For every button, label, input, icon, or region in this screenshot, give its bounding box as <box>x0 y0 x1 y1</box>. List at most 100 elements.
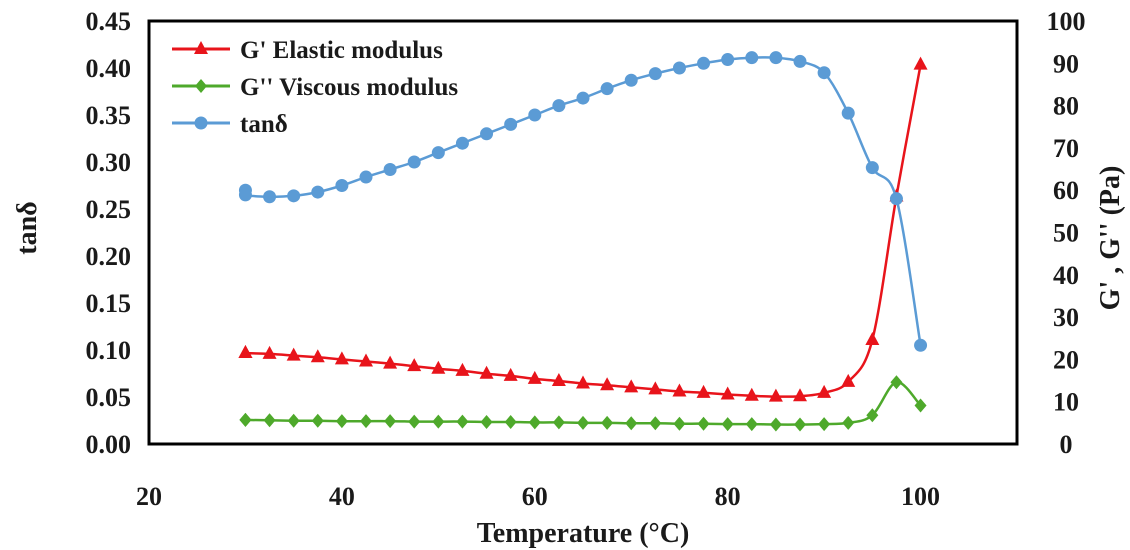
diamond-marker <box>697 416 710 431</box>
diamond-marker <box>818 417 831 432</box>
triangle-marker <box>648 381 663 395</box>
diamond-marker <box>866 408 879 423</box>
x-tick-labels: 20 40 60 80 100 <box>136 482 940 511</box>
circle-marker <box>697 56 711 70</box>
right-y-tick-label: 60 <box>1053 176 1079 205</box>
triangle-marker <box>359 353 373 367</box>
triangle-marker <box>817 384 832 398</box>
circle-marker <box>528 108 542 122</box>
circle-marker <box>480 127 494 141</box>
series-diamond <box>239 375 927 432</box>
triangle-marker <box>310 349 325 363</box>
triangle-marker <box>262 345 277 359</box>
x-tick-label: 80 <box>715 482 741 511</box>
right-y-tick-label: 50 <box>1053 219 1079 248</box>
circle-marker <box>745 51 759 65</box>
diamond-marker <box>287 413 300 428</box>
triangle-marker <box>286 347 301 361</box>
triangle-marker <box>527 370 542 384</box>
left-y-axis-title: tanδ <box>12 201 43 254</box>
legend-label: G' Elastic modulus <box>240 37 443 64</box>
triangle-marker <box>720 386 735 400</box>
x-tick-label: 40 <box>329 482 355 511</box>
triangle-marker <box>768 388 783 402</box>
diamond-marker <box>195 79 207 93</box>
right-y-tick-label: 70 <box>1053 134 1079 163</box>
right-y-tick-label: 10 <box>1053 388 1079 417</box>
left-y-tick-label: 0.35 <box>86 101 132 130</box>
triangle-marker <box>334 351 349 365</box>
circle-marker <box>552 99 566 113</box>
legend-label: tanδ <box>240 111 288 138</box>
right-y-tick-label: 20 <box>1053 345 1079 374</box>
diamond-marker <box>745 417 758 432</box>
legend-label: G'' Viscous modulus <box>240 74 458 101</box>
right-y-tick-label: 90 <box>1053 49 1079 78</box>
circle-marker <box>914 338 928 352</box>
circle-marker <box>194 116 208 130</box>
right-y-tick-label: 100 <box>1047 7 1086 36</box>
diamond-marker <box>528 415 541 430</box>
series-circle <box>238 51 928 352</box>
x-axis-title: Temperature (°C) <box>477 518 690 549</box>
circle-marker <box>889 192 903 206</box>
triangle-marker <box>431 360 446 374</box>
circle-marker <box>648 67 662 81</box>
circle-marker <box>624 73 638 87</box>
right-y-tick-label: 80 <box>1053 92 1079 121</box>
triangle-marker <box>455 362 470 376</box>
diamond-marker <box>311 413 324 428</box>
left-y-tick-label: 0.20 <box>86 242 132 271</box>
plot-area-frame <box>147 19 1019 446</box>
triangle-marker <box>672 383 687 397</box>
triangle-marker <box>624 379 639 393</box>
x-tick-label: 20 <box>136 482 162 511</box>
circle-marker <box>383 163 397 177</box>
triangle-marker <box>194 41 208 54</box>
right-y-tick-label: 40 <box>1053 261 1079 290</box>
diamond-marker <box>721 417 734 432</box>
diamond-marker <box>890 375 903 390</box>
diamond-marker <box>408 414 421 429</box>
diamond-marker <box>480 415 493 430</box>
circle-marker <box>335 179 349 192</box>
diamond-marker <box>577 415 589 430</box>
diamond-marker <box>769 417 782 432</box>
circle-marker <box>238 188 252 202</box>
diamond-marker <box>360 414 372 429</box>
diamond-marker <box>552 415 565 430</box>
legend: G' Elastic modulus G'' Viscous modulus tan… <box>172 37 458 138</box>
left-y-tick-label: 0.40 <box>86 54 132 83</box>
circle-marker <box>359 170 373 184</box>
diamond-marker <box>456 414 469 429</box>
left-y-tick-label: 0.45 <box>86 7 132 36</box>
triangle-marker <box>551 372 566 386</box>
x-tick-label: 100 <box>901 482 940 511</box>
series-triangle <box>238 56 928 402</box>
x-tick-label: 60 <box>522 482 548 511</box>
triangle-marker <box>600 377 615 391</box>
circle-marker <box>793 54 807 68</box>
left-y-tick-label: 0.00 <box>86 430 132 459</box>
diamond-marker <box>601 415 614 430</box>
left-y-tick-label: 0.10 <box>86 336 132 365</box>
left-y-tick-label: 0.15 <box>86 289 132 318</box>
diamond-marker <box>794 417 806 432</box>
circle-marker <box>576 91 590 105</box>
circle-marker <box>600 82 614 96</box>
circle-marker <box>287 189 301 203</box>
triangle-marker <box>238 345 253 359</box>
left-y-tick-label: 0.05 <box>86 383 132 412</box>
right-y-tick-label: 0 <box>1060 430 1073 459</box>
triangle-marker <box>696 384 711 398</box>
circle-marker <box>721 53 735 67</box>
diamond-marker <box>914 398 927 413</box>
triangle-marker <box>576 375 590 389</box>
diamond-marker <box>432 414 445 429</box>
triangle-marker <box>841 373 856 387</box>
circle-marker <box>455 136 469 150</box>
triangle-marker <box>503 367 518 381</box>
diamond-marker <box>673 416 686 431</box>
circle-marker <box>769 51 783 65</box>
